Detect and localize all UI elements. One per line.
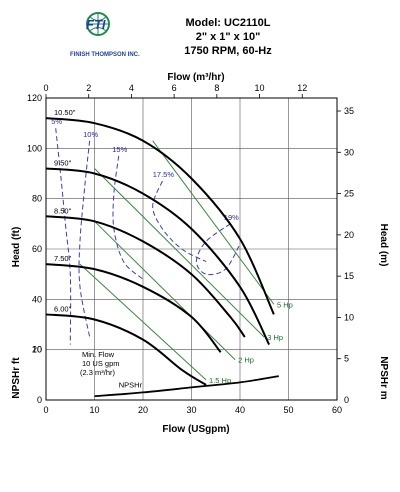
impeller-label: 9.50" — [54, 158, 72, 167]
efficiency-curve — [112, 155, 144, 280]
efficiency-label: 10% — [83, 130, 98, 139]
logo-globe-lines-icon — [87, 13, 109, 35]
logo-mark: FTI — [86, 17, 106, 32]
y-right-npsh-tick-label: 5 — [344, 354, 349, 364]
y-left-tick-label: 80 — [32, 194, 42, 204]
y-right-tick-label: 10 — [344, 312, 354, 322]
right-npsh-axis-title: NPSHr m — [378, 356, 389, 399]
efficiency-label: 15% — [112, 145, 127, 154]
efficiency-curve — [152, 180, 207, 263]
horsepower-line — [94, 220, 236, 361]
finish-thompson-logo: FTI FINISH THOMPSON INC. — [70, 12, 140, 58]
impeller-curve — [45, 313, 207, 386]
horsepower-label: 1.5 Hp — [209, 376, 231, 385]
efficiency-label: 17.5% — [153, 170, 175, 179]
left-npsh-axis-title: NPSHr ft — [11, 357, 22, 399]
impeller-label: 10.50" — [54, 108, 76, 117]
efficiency-curve — [78, 140, 91, 338]
x-tick-label: 40 — [235, 405, 245, 415]
model-title: Model: UC2110L — [186, 17, 271, 29]
impeller-curve — [45, 117, 275, 315]
npshr-line — [94, 375, 279, 398]
top-axis-title: Flow (m³/hr) — [167, 72, 224, 83]
pump-speed: 1750 RPM, 60-Hz — [184, 45, 272, 57]
x-top-tick-label: 12 — [297, 83, 307, 93]
left-head-axis-title: Head (ft) — [11, 227, 22, 268]
horsepower-line — [79, 263, 207, 381]
grid-lines — [46, 98, 337, 400]
impeller-label: 8.50" — [54, 206, 72, 215]
y-left-tick-label: 120 — [27, 93, 42, 103]
logo-text: FINISH THOMPSON INC. — [70, 52, 140, 58]
horsepower-label: 5 Hp — [277, 300, 293, 309]
efficiency-curves: 5% 10% 15% 17.5% 19% — [51, 117, 241, 345]
axis-ticks: 0 10 20 30 40 50 600 2 4 6 8 10 12204060801001200101… — [27, 83, 354, 415]
pump-size: 2" x 1" x 10" — [196, 31, 261, 43]
x-top-tick-label: 10 — [255, 83, 265, 93]
horsepower-line — [152, 140, 275, 305]
impeller-label: 7.50" — [54, 254, 72, 263]
right-head-axis-title: Head (m) — [378, 224, 389, 267]
efficiency-label: 5% — [51, 117, 62, 126]
y-left-tick-label: 40 — [32, 294, 42, 304]
impeller-curve — [45, 263, 222, 353]
y-right-tick-label: 25 — [344, 189, 354, 199]
impeller-label: 6.00" — [54, 304, 72, 313]
efficiency-curve — [55, 128, 72, 345]
x-tick-label: 0 — [43, 405, 48, 415]
horsepower-label: 2 Hp — [238, 356, 254, 365]
min-flow-label: Min. Flow — [82, 350, 115, 359]
min-flow-value: 10 US gpm — [82, 359, 120, 368]
y-npsh-tick-label: 10 — [32, 345, 42, 355]
impeller-curves: 10.50" 9.50" 8.50" 7.50" 6.00" — [45, 108, 275, 386]
x-tick-label: 50 — [283, 405, 293, 415]
y-left-tick-label: 100 — [27, 143, 42, 153]
min-flow-metric: (2.3 m³/hr) — [80, 368, 116, 377]
y-right-tick-label: 35 — [344, 106, 354, 116]
x-tick-label: 20 — [138, 405, 148, 415]
y-right-npsh-tick-label: 0 — [344, 395, 349, 405]
bottom-axis-title: Flow (USgpm) — [162, 424, 229, 435]
x-top-tick-label: 8 — [214, 83, 219, 93]
y-left-tick-label: 60 — [32, 244, 42, 254]
horsepower-label: 3 Hp — [267, 333, 283, 342]
x-top-tick-label: 4 — [129, 83, 134, 93]
y-left-tick-label: 20 — [32, 345, 42, 355]
horsepower-lines: 5 Hp 3 Hp 2 Hp 1.5 Hp — [79, 140, 293, 385]
y-right-tick-label: 30 — [344, 147, 354, 157]
x-top-tick-label: 0 — [43, 83, 48, 93]
y-right-tick-label: 20 — [344, 230, 354, 240]
x-tick-label: 60 — [332, 405, 342, 415]
y-npsh-tick-label: 0 — [37, 395, 42, 405]
plot-frame — [45, 97, 338, 401]
impeller-curve — [45, 167, 270, 346]
impeller-curve — [45, 215, 246, 338]
y-right-tick-label: 15 — [344, 271, 354, 281]
x-tick-label: 30 — [186, 405, 196, 415]
x-tick-label: 10 — [89, 405, 99, 415]
horsepower-line — [94, 168, 265, 338]
npshr-label: NPSHr — [119, 380, 143, 389]
npshr-curve: NPSHr — [94, 375, 279, 398]
x-top-tick-label: 2 — [86, 83, 91, 93]
efficiency-label: 19% — [224, 213, 239, 222]
x-top-tick-label: 6 — [172, 83, 177, 93]
